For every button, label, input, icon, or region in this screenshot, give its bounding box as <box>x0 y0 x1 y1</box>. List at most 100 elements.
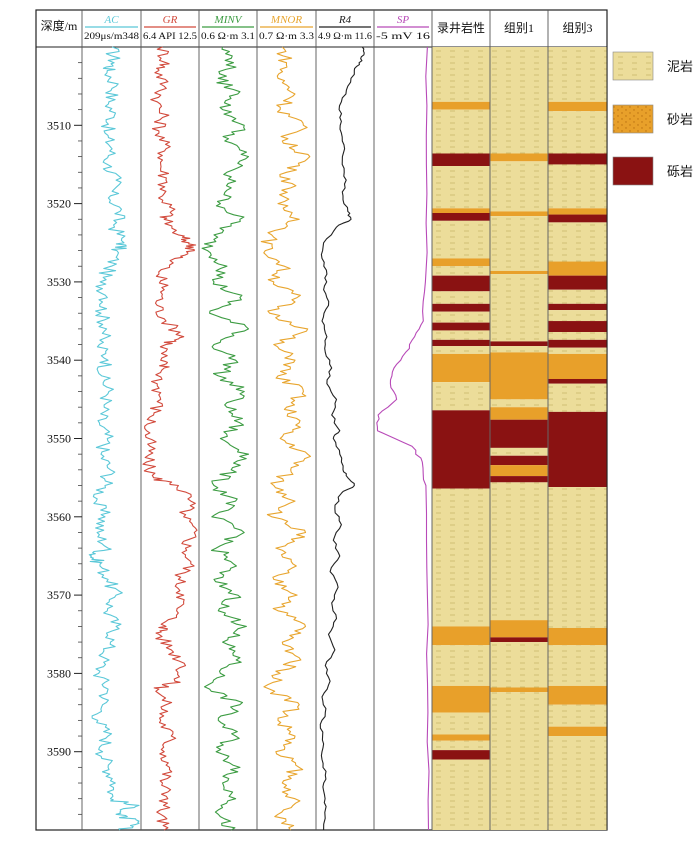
depth-tick-label: 3590 <box>47 745 71 759</box>
litho-interval <box>548 347 607 354</box>
depth-tick-label: 3560 <box>47 510 71 524</box>
chart-header: 深度/m AC 209μs/m348 GR 6.4 API 12.5 MINV 0.6 Ω·… <box>41 14 593 42</box>
litho-interval <box>432 258 490 267</box>
litho-interval <box>490 482 548 621</box>
litho-interval <box>432 645 490 686</box>
litho-interval <box>432 208 490 213</box>
litho-interval <box>548 153 607 165</box>
curve-name-minv: MINV <box>214 14 243 26</box>
litho-interval <box>432 220 490 259</box>
litho-interval <box>548 726 607 737</box>
curve-name-sp: SP <box>397 14 410 26</box>
litho-interval <box>548 353 607 379</box>
litho-interval <box>432 740 490 751</box>
litho-interval <box>432 382 490 411</box>
track-title-3: 组别3 <box>562 21 592 35</box>
litho-interval <box>548 339 607 348</box>
litho-interval <box>432 712 490 735</box>
curve-ac <box>88 46 140 831</box>
litho-interval <box>432 47 490 102</box>
litho-interval <box>548 627 607 646</box>
litho-interval <box>432 266 490 276</box>
litho-interval <box>490 274 548 342</box>
litho-interval <box>490 399 548 408</box>
litho-interval <box>432 346 490 354</box>
depth-tick-label: 3530 <box>47 275 71 289</box>
litho-interval <box>490 476 548 483</box>
litho-interval <box>432 153 490 167</box>
litho-interval <box>490 455 548 466</box>
litho-interval <box>490 161 548 212</box>
litho-interval <box>490 419 548 448</box>
litho-interval <box>548 332 607 340</box>
depth-axis-label: 深度/m <box>41 18 78 33</box>
litho-interval <box>432 734 490 741</box>
litho-interval <box>432 322 490 331</box>
curve-scale-ac: 209μs/m348 <box>84 32 139 42</box>
litho-interval <box>490 153 548 162</box>
legend-label-1: 泥岩 <box>667 59 693 74</box>
litho-interval <box>432 166 490 209</box>
curve-name-r4: R4 <box>338 14 352 26</box>
litho-interval <box>432 275 490 292</box>
litho-interval <box>548 303 607 311</box>
litho-interval <box>490 47 548 154</box>
curve-scale-r4: 4.9 Ω·m 11.6 <box>318 32 372 42</box>
litho-interval <box>548 487 607 628</box>
litho-interval <box>490 447 548 456</box>
curve-scale-gr: 6.4 API 12.5 <box>143 32 197 42</box>
litho-interval <box>490 642 548 688</box>
litho-interval <box>490 270 548 275</box>
litho-interval <box>490 687 548 693</box>
curve-name-ac: AC <box>103 14 119 26</box>
depth-tick-label: 3570 <box>47 588 71 602</box>
litho-interval <box>432 750 490 760</box>
litho-interval <box>548 378 607 384</box>
litho-interval <box>490 465 548 477</box>
litho-interval <box>490 341 548 347</box>
litho-interval <box>432 339 490 347</box>
legend-label-3: 砾岩 <box>667 164 693 179</box>
legend-swatch-3 <box>612 156 654 186</box>
litho-interval <box>490 346 548 353</box>
litho-interval <box>548 101 607 112</box>
lithology-columns <box>432 47 607 830</box>
litho-interval <box>548 222 607 262</box>
litho-interval <box>432 330 490 340</box>
litho-interval <box>548 208 607 215</box>
litho-interval <box>548 411 607 488</box>
curve-mnor <box>260 46 312 831</box>
litho-interval <box>490 637 548 643</box>
depth-tick-label: 3520 <box>47 197 71 211</box>
litho-interval <box>548 214 607 223</box>
depth-axis: 3510 3520 3530 3540 3550 3560 3570 3580 3590 <box>47 62 82 815</box>
litho-interval <box>490 211 548 217</box>
litho-interval <box>432 311 490 323</box>
curve-scale-minv: 0.6 Ω·m 3.1 <box>201 32 255 42</box>
depth-tick-label: 3510 <box>47 118 71 132</box>
litho-interval <box>432 303 490 312</box>
curve-minv <box>201 46 250 831</box>
curve-gr <box>142 46 198 831</box>
curve-scale-sp: -5 mV 16 <box>376 32 430 42</box>
litho-interval <box>490 620 548 638</box>
legend-swatch-1 <box>612 51 654 81</box>
litho-interval <box>548 321 607 333</box>
litho-interval <box>548 261 607 276</box>
litho-interval <box>548 111 607 154</box>
track-title-1: 录井岩性 <box>437 20 485 35</box>
litho-interval <box>432 291 490 304</box>
litho-interval <box>548 310 607 322</box>
litho-interval <box>548 685 607 705</box>
curve-sp <box>376 46 430 831</box>
litho-interval <box>490 352 548 400</box>
litho-interval <box>548 289 607 304</box>
curve-name-gr: GR <box>163 14 178 26</box>
litho-interval <box>548 736 607 830</box>
log-curves <box>88 46 430 831</box>
curve-scale-mnor: 0.7 Ω·m 3.3 <box>259 32 314 42</box>
litho-interval <box>432 626 490 646</box>
